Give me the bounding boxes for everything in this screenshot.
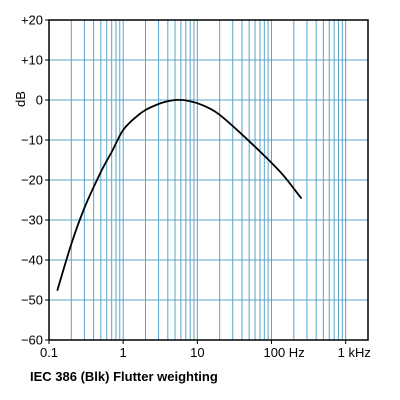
y-tick-label: −50 [21, 293, 43, 308]
x-tick-label: 1 kHz [338, 345, 371, 360]
y-tick-label: −10 [21, 133, 43, 148]
y-tick-label: −20 [21, 173, 43, 188]
series-line [56, 98, 302, 291]
y-tick-label: −60 [21, 333, 43, 348]
y-tick-label: +10 [21, 53, 43, 68]
y-tick-labels: +20 +10 0 −10 −20 −30 −40 −50 −60 [21, 13, 49, 348]
y-axis-label: dB [13, 91, 28, 107]
chart-title: IEC 386 (Blk) Flutter weighting [30, 369, 218, 384]
y-tick-label: −40 [21, 253, 43, 268]
y-tick-label: +20 [21, 13, 43, 28]
x-tick-labels: 0.1 1 10 100 Hz 1 kHz [40, 340, 371, 360]
x-tick-label: 10 [190, 345, 204, 360]
x-tick-label: 100 Hz [264, 345, 305, 360]
y-tick-label: −30 [21, 213, 43, 228]
x-tick-label: 0.1 [40, 345, 58, 360]
y-tick-label: 0 [36, 93, 43, 108]
x-tick-label: 1 [120, 345, 127, 360]
series-layer [56, 98, 302, 291]
grid-layer [49, 20, 368, 340]
